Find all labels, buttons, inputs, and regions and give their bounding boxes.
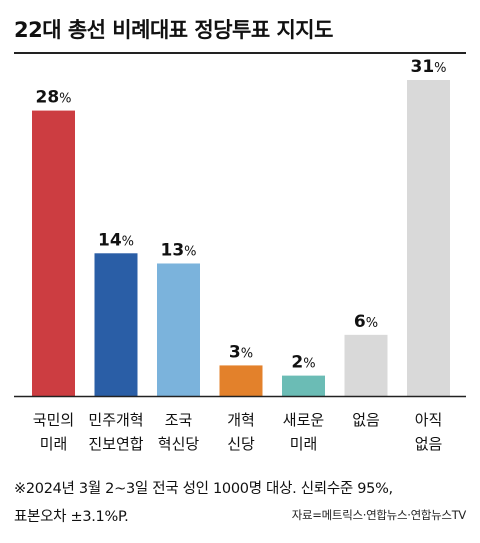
category-label-2-line-1: 민주개혁	[88, 411, 143, 429]
bar-6	[344, 334, 388, 396]
category-label-1-line-1: 국민의	[33, 411, 74, 429]
category-label-5-line-1: 새로운	[283, 411, 325, 429]
category-label-6-line-1: 없음	[352, 411, 380, 429]
bar-value-label-6: 6%	[354, 312, 378, 332]
bar-1	[32, 110, 75, 397]
category-label-5-line-2: 미래	[290, 435, 318, 453]
bar-7	[407, 80, 450, 396]
category-label-1-line-2: 미래	[40, 435, 68, 453]
bar-value-label-2: 14%	[98, 230, 134, 250]
bar-value-label-3: 13%	[160, 240, 196, 260]
category-label-7-line-2: 없음	[415, 435, 443, 453]
bar-value-label-1: 28%	[35, 88, 71, 108]
footnote-line-2: 표본오차 ±3.1%P.	[14, 509, 129, 525]
bar-5	[282, 375, 325, 396]
source-credit: 자료=메트릭스·연합뉴스·연합뉴스TV	[291, 508, 467, 522]
footnote: ※2024년 3월 2~3일 전국 성인 1000명 대상. 신뢰수준 95%,…	[14, 475, 470, 531]
category-label-7-line-1: 아직	[415, 411, 443, 429]
bar-value-label-4: 3%	[229, 342, 253, 362]
bar-4	[219, 365, 263, 396]
category-label-2-line-2: 진보연합	[88, 435, 143, 453]
bar-3	[157, 263, 200, 396]
category-label-4-line-1: 개혁	[227, 411, 255, 429]
bar-2	[94, 253, 138, 396]
title-divider	[14, 52, 466, 54]
bar-value-label-7: 31%	[410, 57, 446, 77]
chart-title: 22대 총선 비례대표 정당투표 지지도	[14, 18, 333, 42]
footnote-line-1: ※2024년 3월 2~3일 전국 성인 1000명 대상. 신뢰수준 95%,	[14, 481, 393, 497]
category-label-4-line-2: 신당	[227, 435, 255, 453]
category-label-3-line-1: 조국	[165, 411, 193, 429]
bar-value-label-5: 2%	[291, 353, 315, 373]
category-label-3-line-2: 혁신당	[158, 435, 200, 453]
